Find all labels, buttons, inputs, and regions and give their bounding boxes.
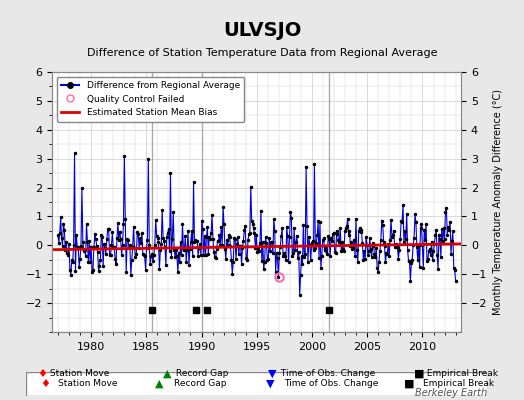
Text: Empirical Break: Empirical Break <box>424 370 498 378</box>
Text: ▲: ▲ <box>155 379 164 389</box>
Text: ▼: ▼ <box>268 369 277 379</box>
Text: Berkeley Earth: Berkeley Earth <box>415 388 487 398</box>
Text: Time of Obs. Change: Time of Obs. Change <box>285 380 379 388</box>
Text: Station Move: Station Move <box>47 370 110 378</box>
Text: ■: ■ <box>405 379 415 389</box>
Text: ♦: ♦ <box>40 379 50 389</box>
Text: Station Move: Station Move <box>59 380 118 388</box>
Legend: Difference from Regional Average, Quality Control Failed, Estimated Station Mean: Difference from Regional Average, Qualit… <box>57 76 245 122</box>
Text: ■: ■ <box>414 369 424 379</box>
Text: ♦: ♦ <box>37 369 47 379</box>
Text: ULVSJO: ULVSJO <box>223 21 301 40</box>
Text: ▼: ▼ <box>266 379 275 389</box>
Text: Empirical Break: Empirical Break <box>423 380 494 388</box>
Y-axis label: Monthly Temperature Anomaly Difference (°C): Monthly Temperature Anomaly Difference (… <box>493 89 503 315</box>
Text: Time of Obs. Change: Time of Obs. Change <box>278 370 375 378</box>
Text: Difference of Station Temperature Data from Regional Average: Difference of Station Temperature Data f… <box>87 48 437 58</box>
Text: Record Gap: Record Gap <box>174 380 226 388</box>
FancyBboxPatch shape <box>26 372 487 396</box>
Text: Record Gap: Record Gap <box>173 370 228 378</box>
Text: ▲: ▲ <box>163 369 172 379</box>
